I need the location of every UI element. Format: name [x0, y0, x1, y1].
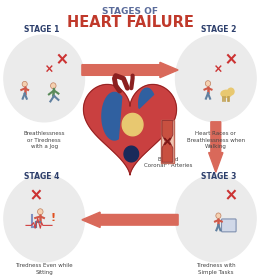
Circle shape [50, 83, 56, 89]
FancyArrow shape [82, 62, 178, 78]
Text: Heart Races or
Breathlessness when
Walking: Heart Races or Breathlessness when Walki… [187, 131, 245, 149]
Polygon shape [122, 113, 143, 136]
FancyArrow shape [209, 122, 223, 172]
Text: HEART FAILURE: HEART FAILURE [67, 15, 193, 31]
Circle shape [22, 81, 27, 87]
Circle shape [228, 88, 234, 95]
Text: STAGE 1: STAGE 1 [24, 25, 59, 34]
Polygon shape [161, 120, 174, 163]
FancyBboxPatch shape [222, 219, 236, 232]
Text: Tiredness with
Simple Tasks: Tiredness with Simple Tasks [196, 263, 236, 275]
Text: STAGE 4: STAGE 4 [24, 172, 59, 181]
Ellipse shape [221, 90, 231, 97]
Circle shape [4, 35, 84, 122]
Circle shape [205, 81, 211, 87]
Text: Tiredness Even while
Sitting: Tiredness Even while Sitting [15, 263, 73, 275]
Text: Breathlessness
or Tiredness
with a Jog: Breathlessness or Tiredness with a Jog [23, 131, 65, 149]
Circle shape [176, 35, 256, 122]
Circle shape [176, 175, 256, 262]
Polygon shape [102, 92, 122, 140]
Circle shape [4, 175, 84, 262]
Text: !: ! [51, 213, 56, 223]
Polygon shape [124, 146, 139, 162]
Text: STAGE 2: STAGE 2 [201, 25, 236, 34]
Text: STAGES OF: STAGES OF [102, 7, 158, 16]
Polygon shape [83, 85, 177, 175]
Circle shape [216, 213, 221, 218]
Polygon shape [162, 121, 173, 162]
Circle shape [37, 209, 43, 215]
Text: STAGE 3: STAGE 3 [201, 172, 236, 181]
FancyArrow shape [82, 212, 178, 227]
Polygon shape [139, 88, 153, 108]
FancyArrow shape [164, 165, 171, 177]
Text: Blocked
Coronary Arteries: Blocked Coronary Arteries [144, 157, 192, 168]
